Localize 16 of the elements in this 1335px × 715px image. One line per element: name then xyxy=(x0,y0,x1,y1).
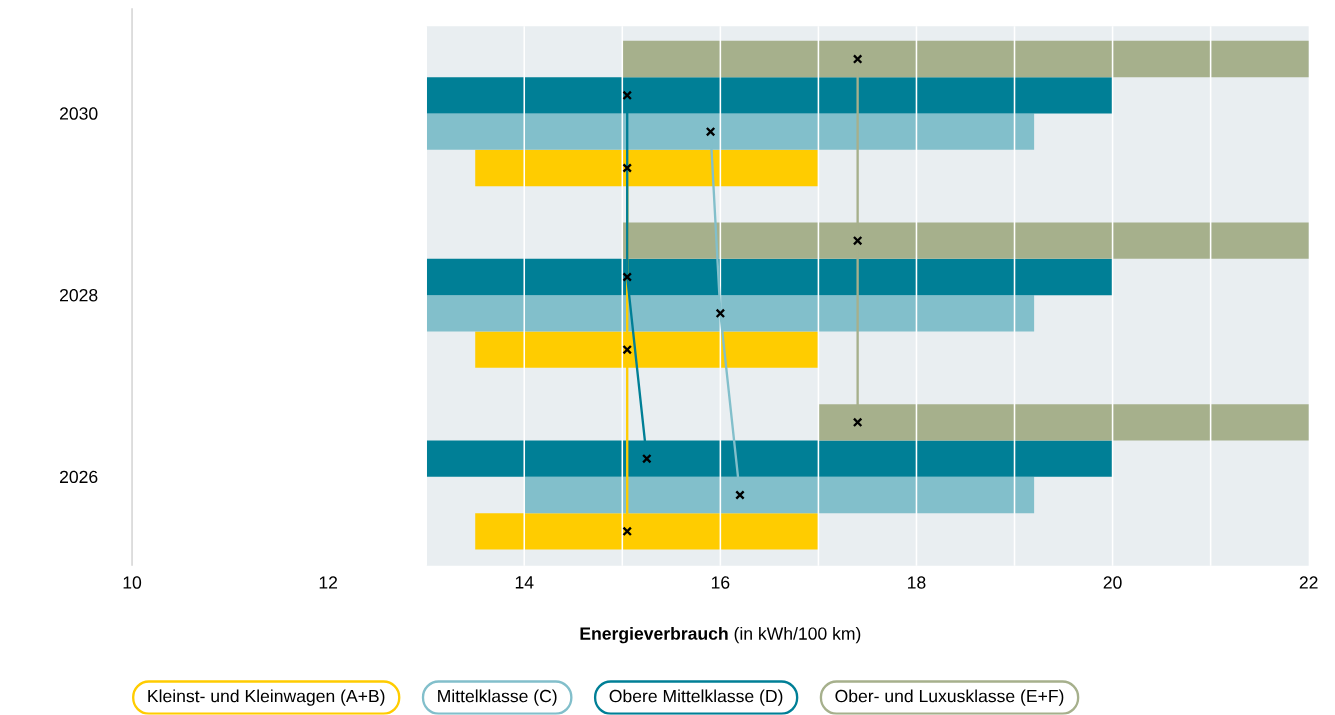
y-tick-label: 2030 xyxy=(59,107,98,120)
x-tick-label: 22 xyxy=(1299,576,1318,589)
legend-label: Ober- und Luxusklasse (E+F) xyxy=(835,689,1064,706)
x-tick-label: 20 xyxy=(1103,576,1122,589)
x-tick-label: 16 xyxy=(711,576,730,589)
legend-label: Mittelklasse (C) xyxy=(438,689,557,706)
x-tick-label: 12 xyxy=(319,576,338,589)
x-tick-label: 18 xyxy=(908,576,926,589)
legend-label: Obere Mittelklasse (D) xyxy=(609,689,783,706)
legend-label: Kleinst- und Kleinwagen (A+B) xyxy=(148,689,385,706)
y-tick-label: 2028 xyxy=(59,289,98,302)
bar xyxy=(475,149,819,187)
x-axis-title: Energieverbrauch (in kWh/100 km) xyxy=(580,626,861,644)
x-tick-label: 10 xyxy=(123,576,142,589)
y-tick-label: 2026 xyxy=(59,470,98,484)
x-tick-label: 14 xyxy=(515,576,534,589)
